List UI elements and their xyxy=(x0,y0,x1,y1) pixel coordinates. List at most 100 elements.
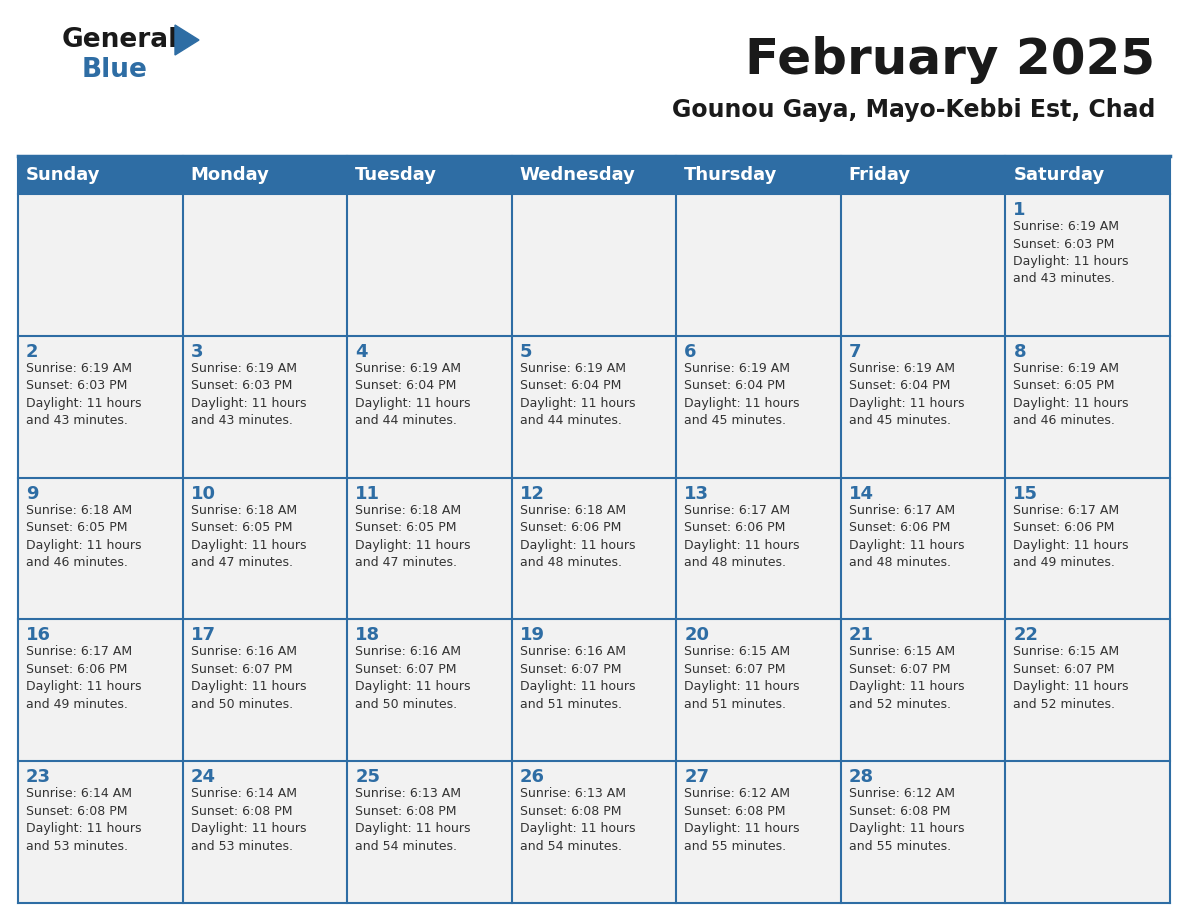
Text: 14: 14 xyxy=(849,485,874,502)
Text: Gounou Gaya, Mayo-Kebbi Est, Chad: Gounou Gaya, Mayo-Kebbi Est, Chad xyxy=(671,98,1155,122)
Bar xyxy=(347,761,512,903)
Bar xyxy=(1005,620,1170,761)
Text: 10: 10 xyxy=(190,485,215,502)
Text: Sunrise: 6:19 AM
Sunset: 6:04 PM
Daylight: 11 hours
and 45 minutes.: Sunrise: 6:19 AM Sunset: 6:04 PM Dayligh… xyxy=(849,362,965,427)
Text: Sunrise: 6:17 AM
Sunset: 6:06 PM
Daylight: 11 hours
and 48 minutes.: Sunrise: 6:17 AM Sunset: 6:06 PM Dayligh… xyxy=(849,504,965,569)
Text: 6: 6 xyxy=(684,342,697,361)
Bar xyxy=(183,336,347,477)
Text: Sunrise: 6:15 AM
Sunset: 6:07 PM
Daylight: 11 hours
and 51 minutes.: Sunrise: 6:15 AM Sunset: 6:07 PM Dayligh… xyxy=(684,645,800,711)
Text: 21: 21 xyxy=(849,626,874,644)
Text: Saturday: Saturday xyxy=(1013,166,1105,184)
Bar xyxy=(512,761,676,903)
Bar xyxy=(841,761,1005,903)
Bar xyxy=(18,761,183,903)
Text: Tuesday: Tuesday xyxy=(355,166,437,184)
Text: Blue: Blue xyxy=(82,57,147,83)
Bar xyxy=(347,477,512,620)
Text: Sunrise: 6:19 AM
Sunset: 6:05 PM
Daylight: 11 hours
and 46 minutes.: Sunrise: 6:19 AM Sunset: 6:05 PM Dayligh… xyxy=(1013,362,1129,427)
Bar xyxy=(18,156,1170,194)
Text: 18: 18 xyxy=(355,626,380,644)
Text: Sunrise: 6:16 AM
Sunset: 6:07 PM
Daylight: 11 hours
and 50 minutes.: Sunrise: 6:16 AM Sunset: 6:07 PM Dayligh… xyxy=(190,645,307,711)
Bar xyxy=(512,477,676,620)
Bar xyxy=(1005,194,1170,336)
Bar xyxy=(1005,336,1170,477)
Text: General: General xyxy=(62,27,178,53)
Bar xyxy=(1005,761,1170,903)
Text: Sunrise: 6:14 AM
Sunset: 6:08 PM
Daylight: 11 hours
and 53 minutes.: Sunrise: 6:14 AM Sunset: 6:08 PM Dayligh… xyxy=(26,788,141,853)
Text: Wednesday: Wednesday xyxy=(519,166,636,184)
Text: Sunrise: 6:19 AM
Sunset: 6:04 PM
Daylight: 11 hours
and 44 minutes.: Sunrise: 6:19 AM Sunset: 6:04 PM Dayligh… xyxy=(355,362,470,427)
Text: 7: 7 xyxy=(849,342,861,361)
Text: Sunrise: 6:18 AM
Sunset: 6:05 PM
Daylight: 11 hours
and 47 minutes.: Sunrise: 6:18 AM Sunset: 6:05 PM Dayligh… xyxy=(355,504,470,569)
Bar xyxy=(347,620,512,761)
Bar xyxy=(676,477,841,620)
Bar xyxy=(183,620,347,761)
Text: Sunrise: 6:17 AM
Sunset: 6:06 PM
Daylight: 11 hours
and 49 minutes.: Sunrise: 6:17 AM Sunset: 6:06 PM Dayligh… xyxy=(1013,504,1129,569)
Bar xyxy=(676,336,841,477)
Bar xyxy=(347,336,512,477)
Text: Thursday: Thursday xyxy=(684,166,778,184)
Text: Monday: Monday xyxy=(190,166,270,184)
Text: 25: 25 xyxy=(355,768,380,786)
Text: 20: 20 xyxy=(684,626,709,644)
Bar xyxy=(841,477,1005,620)
Text: 28: 28 xyxy=(849,768,874,786)
Bar xyxy=(676,620,841,761)
Bar xyxy=(1005,477,1170,620)
Text: 5: 5 xyxy=(519,342,532,361)
Text: Sunrise: 6:19 AM
Sunset: 6:03 PM
Daylight: 11 hours
and 43 minutes.: Sunrise: 6:19 AM Sunset: 6:03 PM Dayligh… xyxy=(190,362,307,427)
Bar xyxy=(183,194,347,336)
Bar xyxy=(347,194,512,336)
Text: Sunrise: 6:19 AM
Sunset: 6:04 PM
Daylight: 11 hours
and 44 minutes.: Sunrise: 6:19 AM Sunset: 6:04 PM Dayligh… xyxy=(519,362,636,427)
Text: Sunday: Sunday xyxy=(26,166,101,184)
Text: Sunrise: 6:18 AM
Sunset: 6:05 PM
Daylight: 11 hours
and 46 minutes.: Sunrise: 6:18 AM Sunset: 6:05 PM Dayligh… xyxy=(26,504,141,569)
Text: Sunrise: 6:13 AM
Sunset: 6:08 PM
Daylight: 11 hours
and 54 minutes.: Sunrise: 6:13 AM Sunset: 6:08 PM Dayligh… xyxy=(519,788,636,853)
Text: 22: 22 xyxy=(1013,626,1038,644)
Text: Sunrise: 6:15 AM
Sunset: 6:07 PM
Daylight: 11 hours
and 52 minutes.: Sunrise: 6:15 AM Sunset: 6:07 PM Dayligh… xyxy=(1013,645,1129,711)
Text: Sunrise: 6:12 AM
Sunset: 6:08 PM
Daylight: 11 hours
and 55 minutes.: Sunrise: 6:12 AM Sunset: 6:08 PM Dayligh… xyxy=(849,788,965,853)
Text: 3: 3 xyxy=(190,342,203,361)
Text: Sunrise: 6:18 AM
Sunset: 6:05 PM
Daylight: 11 hours
and 47 minutes.: Sunrise: 6:18 AM Sunset: 6:05 PM Dayligh… xyxy=(190,504,307,569)
Text: Sunrise: 6:18 AM
Sunset: 6:06 PM
Daylight: 11 hours
and 48 minutes.: Sunrise: 6:18 AM Sunset: 6:06 PM Dayligh… xyxy=(519,504,636,569)
Bar xyxy=(841,620,1005,761)
Text: Sunrise: 6:14 AM
Sunset: 6:08 PM
Daylight: 11 hours
and 53 minutes.: Sunrise: 6:14 AM Sunset: 6:08 PM Dayligh… xyxy=(190,788,307,853)
Bar xyxy=(676,761,841,903)
Text: 4: 4 xyxy=(355,342,367,361)
Text: 12: 12 xyxy=(519,485,545,502)
Text: Sunrise: 6:19 AM
Sunset: 6:03 PM
Daylight: 11 hours
and 43 minutes.: Sunrise: 6:19 AM Sunset: 6:03 PM Dayligh… xyxy=(26,362,141,427)
Bar xyxy=(18,194,183,336)
Text: 19: 19 xyxy=(519,626,545,644)
Text: Sunrise: 6:13 AM
Sunset: 6:08 PM
Daylight: 11 hours
and 54 minutes.: Sunrise: 6:13 AM Sunset: 6:08 PM Dayligh… xyxy=(355,788,470,853)
Bar xyxy=(512,336,676,477)
Bar xyxy=(18,336,183,477)
Text: Sunrise: 6:19 AM
Sunset: 6:04 PM
Daylight: 11 hours
and 45 minutes.: Sunrise: 6:19 AM Sunset: 6:04 PM Dayligh… xyxy=(684,362,800,427)
Bar xyxy=(676,194,841,336)
Text: Sunrise: 6:12 AM
Sunset: 6:08 PM
Daylight: 11 hours
and 55 minutes.: Sunrise: 6:12 AM Sunset: 6:08 PM Dayligh… xyxy=(684,788,800,853)
Bar xyxy=(183,761,347,903)
Text: Sunrise: 6:19 AM
Sunset: 6:03 PM
Daylight: 11 hours
and 43 minutes.: Sunrise: 6:19 AM Sunset: 6:03 PM Dayligh… xyxy=(1013,220,1129,285)
Text: 23: 23 xyxy=(26,768,51,786)
Bar xyxy=(841,194,1005,336)
Text: 16: 16 xyxy=(26,626,51,644)
Polygon shape xyxy=(175,25,200,55)
Text: 26: 26 xyxy=(519,768,545,786)
Text: Sunrise: 6:17 AM
Sunset: 6:06 PM
Daylight: 11 hours
and 48 minutes.: Sunrise: 6:17 AM Sunset: 6:06 PM Dayligh… xyxy=(684,504,800,569)
Text: 11: 11 xyxy=(355,485,380,502)
Text: Sunrise: 6:17 AM
Sunset: 6:06 PM
Daylight: 11 hours
and 49 minutes.: Sunrise: 6:17 AM Sunset: 6:06 PM Dayligh… xyxy=(26,645,141,711)
Text: 8: 8 xyxy=(1013,342,1026,361)
Text: 27: 27 xyxy=(684,768,709,786)
Text: 24: 24 xyxy=(190,768,215,786)
Bar xyxy=(512,620,676,761)
Text: Friday: Friday xyxy=(849,166,911,184)
Bar xyxy=(18,477,183,620)
Text: February 2025: February 2025 xyxy=(745,36,1155,84)
Text: 13: 13 xyxy=(684,485,709,502)
Text: 2: 2 xyxy=(26,342,38,361)
Text: Sunrise: 6:15 AM
Sunset: 6:07 PM
Daylight: 11 hours
and 52 minutes.: Sunrise: 6:15 AM Sunset: 6:07 PM Dayligh… xyxy=(849,645,965,711)
Text: Sunrise: 6:16 AM
Sunset: 6:07 PM
Daylight: 11 hours
and 51 minutes.: Sunrise: 6:16 AM Sunset: 6:07 PM Dayligh… xyxy=(519,645,636,711)
Bar xyxy=(183,477,347,620)
Text: 1: 1 xyxy=(1013,201,1026,219)
Text: 15: 15 xyxy=(1013,485,1038,502)
Text: 17: 17 xyxy=(190,626,215,644)
Bar xyxy=(841,336,1005,477)
